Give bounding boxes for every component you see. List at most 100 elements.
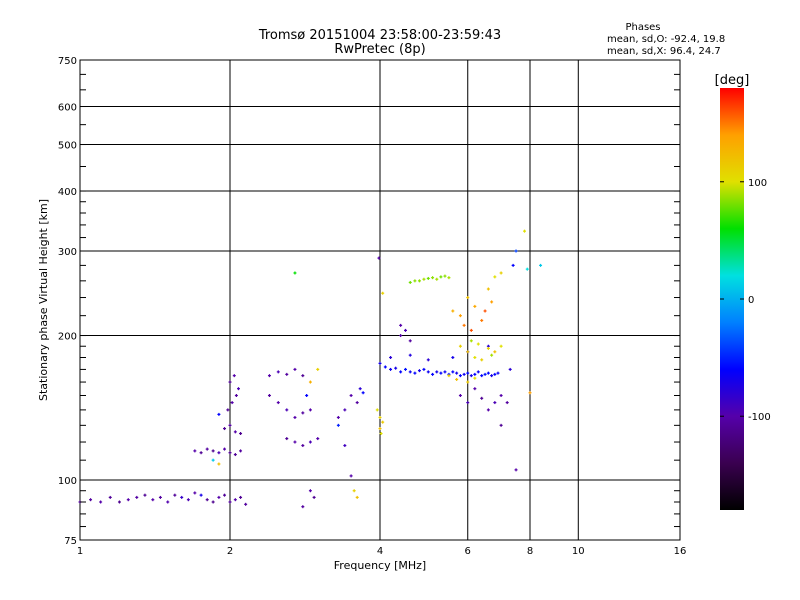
data-point: [499, 423, 503, 427]
data-point: [301, 374, 305, 378]
data-point: [217, 412, 221, 416]
data-point: [336, 415, 340, 419]
data-point: [305, 394, 309, 398]
colorbar-tick-label: -100: [748, 412, 771, 423]
data-point: [466, 350, 470, 354]
data-point: [451, 309, 455, 313]
data-point: [493, 350, 497, 354]
data-point: [480, 358, 484, 362]
data-point: [493, 372, 497, 376]
data-point: [539, 263, 543, 267]
data-point: [490, 374, 494, 378]
x-tick-label: 1: [77, 546, 83, 557]
data-point: [316, 367, 320, 371]
data-point: [383, 365, 387, 369]
data-point: [301, 444, 305, 448]
x-axis-ticks: 1 2 4 6 8 10 16: [77, 546, 687, 557]
data-point: [186, 498, 190, 502]
data-point: [399, 334, 403, 338]
data-point: [308, 380, 312, 384]
data-point: [308, 440, 312, 444]
grid-lines: [80, 60, 680, 540]
data-point: [455, 377, 459, 381]
data-point: [285, 437, 289, 441]
data-point: [496, 371, 500, 375]
data-point: [143, 493, 147, 497]
data-point: [476, 370, 480, 374]
data-point: [431, 372, 435, 376]
data-point: [473, 304, 477, 308]
data-point: [223, 447, 227, 451]
data-point: [466, 401, 470, 405]
data-point: [435, 370, 439, 374]
data-point: [308, 489, 312, 493]
data-point: [233, 498, 237, 502]
data-point: [483, 309, 487, 313]
data-point: [223, 427, 227, 431]
data-point: [473, 387, 477, 391]
stats-line-2: mean, sd,X: 96.4, 24.7: [607, 46, 721, 57]
data-point: [408, 280, 412, 284]
data-point: [293, 367, 297, 371]
data-point: [399, 323, 403, 327]
data-point: [480, 318, 484, 322]
data-point: [443, 370, 447, 374]
data-point: [180, 495, 184, 499]
data-point: [473, 376, 477, 380]
data-point: [389, 355, 393, 359]
data-point: [343, 444, 347, 448]
x-tick-label: 8: [527, 546, 533, 557]
data-point: [89, 498, 93, 502]
colorbar-label: [deg]: [715, 73, 750, 88]
data-point: [308, 408, 312, 412]
y-axis-ticks: 75 100 200 300 400 500 600 750: [58, 56, 680, 547]
data-point: [483, 372, 487, 376]
data-point: [486, 346, 490, 350]
data-point: [267, 394, 271, 398]
data-point: [399, 370, 403, 374]
x-axis-label: Frequency [MHz]: [334, 559, 426, 572]
data-point: [490, 353, 494, 357]
data-points: [78, 229, 543, 509]
data-point: [466, 296, 470, 300]
data-point: [458, 314, 462, 318]
data-point: [211, 500, 215, 504]
stats-line-1: mean, sd,O: -92.4, 19.8: [607, 34, 725, 45]
data-point: [285, 408, 289, 412]
data-point: [469, 328, 473, 332]
data-point: [403, 328, 407, 332]
y-tick-label: 750: [58, 56, 77, 67]
data-point: [486, 287, 490, 291]
data-point: [355, 401, 359, 405]
data-point: [358, 387, 362, 391]
data-point: [199, 451, 203, 455]
data-point: [408, 339, 412, 343]
data-point: [316, 437, 320, 441]
data-point: [462, 372, 466, 376]
data-point: [417, 279, 421, 283]
data-point: [466, 380, 470, 384]
data-point: [523, 229, 527, 233]
x-tick-label: 16: [674, 546, 687, 557]
data-point: [466, 371, 470, 375]
data-point: [276, 401, 280, 405]
data-point: [228, 380, 232, 384]
data-point: [413, 279, 417, 283]
data-point: [126, 498, 130, 502]
data-point: [173, 493, 177, 497]
data-point: [151, 498, 155, 502]
data-point: [426, 358, 430, 362]
data-point: [228, 500, 232, 504]
data-point: [378, 361, 382, 365]
chart-title: Tromsø 20151004 23:58:00-23:59:43: [258, 28, 501, 43]
data-point: [135, 495, 139, 499]
data-point: [511, 263, 515, 267]
data-point: [108, 495, 112, 499]
data-point: [381, 420, 385, 424]
data-point: [451, 355, 455, 359]
colorbar-tick-label: 100: [748, 178, 767, 189]
data-point: [476, 342, 480, 346]
colorbar-tick-label: 0: [748, 295, 754, 306]
data-point: [375, 408, 379, 412]
